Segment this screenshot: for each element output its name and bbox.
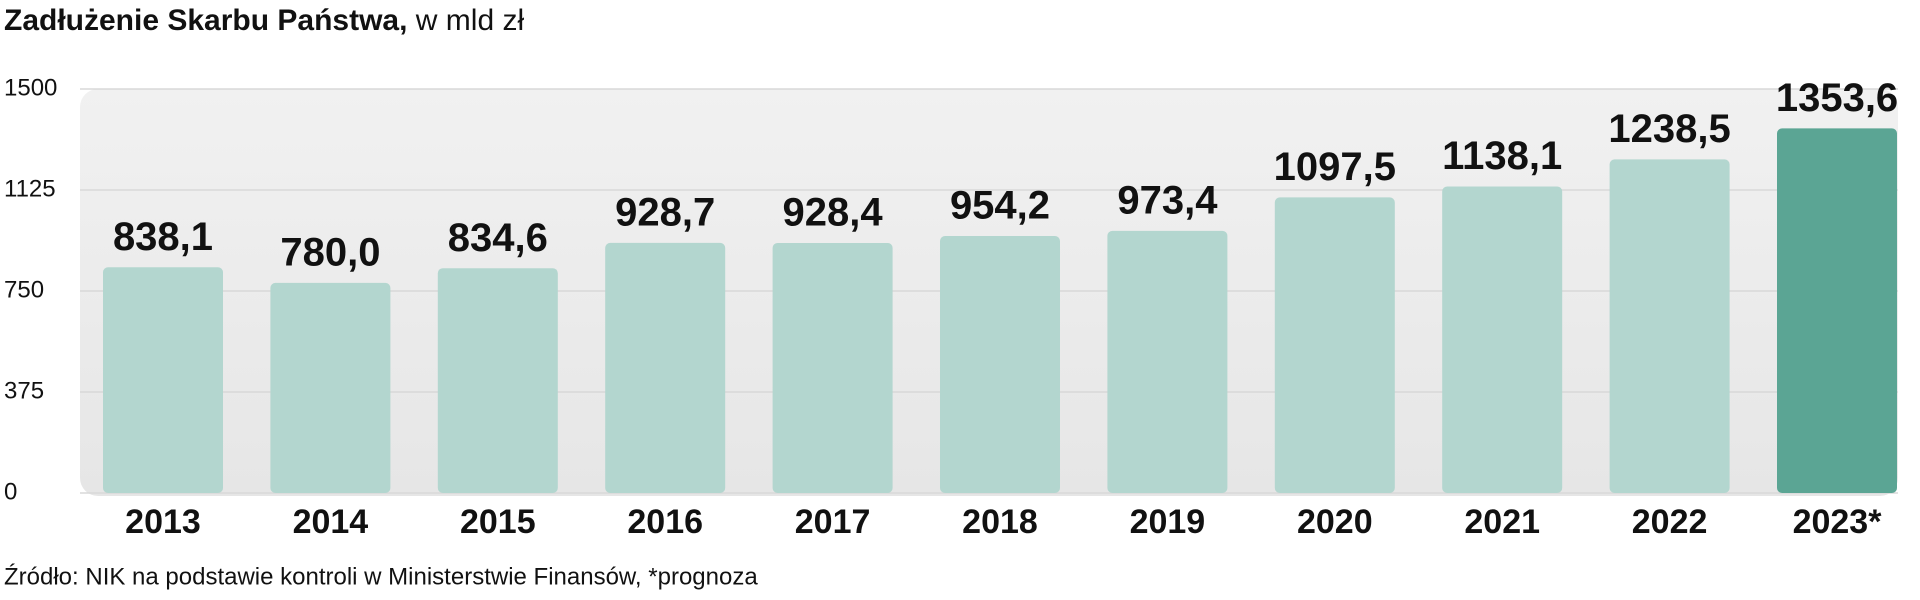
value-label: 1138,1 (1442, 134, 1562, 178)
x-tick-label: 2022 (1632, 503, 1708, 541)
y-tick-label: 0 (4, 478, 17, 505)
bar (772, 242, 893, 493)
x-tick-label: 2017 (795, 503, 871, 541)
y-tick-label: 750 (4, 276, 44, 303)
value-label: 1353,6 (1776, 76, 1898, 120)
value-label: 1238,5 (1608, 107, 1730, 151)
bar (1274, 197, 1395, 493)
source-note: Źródło: NIK na podstawie kontroli w Mini… (4, 563, 758, 590)
x-tick-label: 2020 (1297, 503, 1373, 541)
value-label: 928,7 (615, 190, 715, 234)
x-tick-label: 2014 (293, 503, 369, 541)
bar (270, 282, 391, 493)
x-tick-label: 2023* (1793, 503, 1883, 541)
x-tick-label: 2019 (1130, 503, 1206, 541)
x-tick-label: 2013 (125, 503, 201, 541)
value-label: 838,1 (113, 215, 213, 259)
y-tick-label: 1500 (4, 74, 57, 101)
x-tick-label: 2016 (627, 503, 703, 541)
value-label: 973,4 (1117, 178, 1218, 222)
value-label: 928,4 (783, 191, 884, 235)
x-tick-label: 2015 (460, 503, 536, 541)
subtitle: w mld zł (415, 4, 525, 37)
bar (605, 242, 726, 493)
value-label: 1097,5 (1274, 145, 1396, 189)
value-label: 834,6 (448, 216, 548, 260)
value-label: 954,2 (950, 184, 1050, 228)
bar (1777, 128, 1897, 493)
bar (940, 236, 1060, 493)
bar (1609, 159, 1730, 493)
y-tick-label: 1125 (4, 175, 56, 202)
title: Zadłużenie Skarbu Państwa, (4, 4, 407, 37)
x-tick-label: 2021 (1464, 503, 1540, 541)
bar (103, 267, 223, 493)
x-tick-label: 2018 (962, 503, 1038, 541)
bar (1442, 186, 1563, 493)
bar (1107, 230, 1228, 493)
value-label: 780,0 (280, 230, 380, 274)
bar (437, 268, 558, 493)
y-tick-label: 375 (4, 377, 44, 404)
chart-title: Zadłużenie Skarbu Państwa, w mld zł (4, 4, 524, 37)
